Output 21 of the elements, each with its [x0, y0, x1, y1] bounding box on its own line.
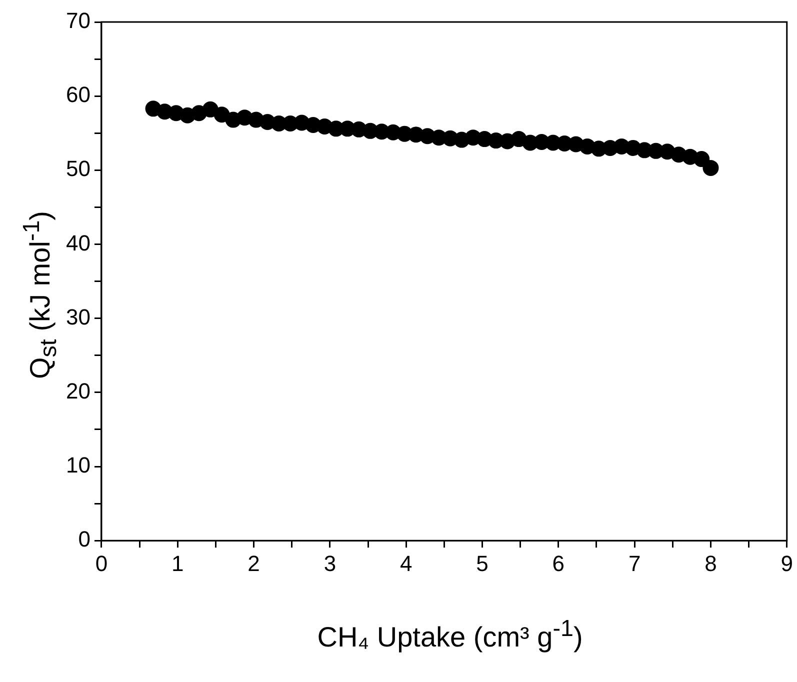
x-tick-label: 6 — [552, 550, 565, 576]
y-tick-label: 40 — [66, 230, 90, 256]
y-tick-label: 30 — [66, 304, 90, 330]
x-tick-label: 5 — [476, 550, 488, 576]
point — [694, 151, 710, 168]
x-tick-label: 8 — [704, 550, 717, 576]
x-tick-label: 2 — [248, 550, 260, 576]
y-tick-label: 70 — [66, 8, 90, 34]
point — [702, 160, 719, 176]
y-tick-label: 10 — [66, 452, 90, 478]
y-tick-label: 50 — [66, 156, 90, 182]
x-axis-title: CH₄ Uptake (cm³ g$^{-1}$) — [316, 615, 584, 654]
y-tick-label: 20 — [66, 378, 90, 404]
x-tick-label: 3 — [324, 550, 336, 576]
x-tick-label: 9 — [780, 550, 794, 576]
x-tick-label: 7 — [628, 550, 641, 576]
x-tick-label: 0 — [95, 550, 108, 576]
x-tick-label: 4 — [400, 550, 412, 576]
y-tick-label: 60 — [66, 82, 90, 108]
x-tick-label: 1 — [172, 550, 184, 576]
y-tick-label: 0 — [78, 526, 90, 552]
